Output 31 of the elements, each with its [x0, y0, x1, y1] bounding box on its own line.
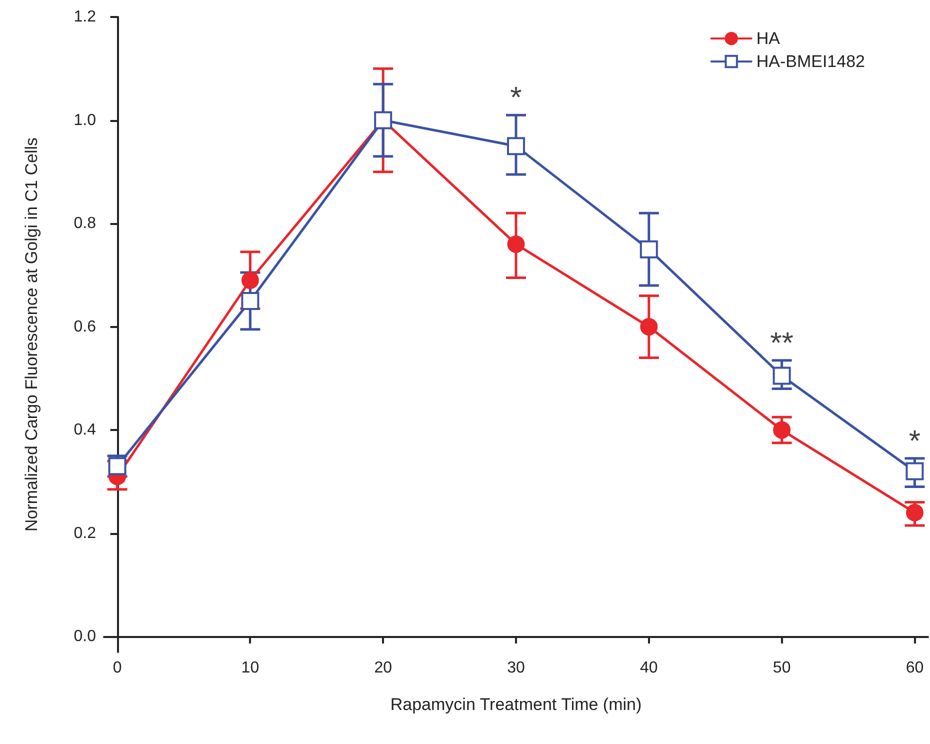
x-tick-label: 20 — [374, 660, 392, 676]
point — [640, 318, 658, 336]
y-tick-label: 0.8 — [74, 215, 96, 232]
x-tick-label: 50 — [772, 660, 791, 676]
legend-label: HA-BMEI1482 — [756, 52, 866, 71]
y-tick-label: 0.4 — [74, 422, 96, 439]
y-tick-label: 1.0 — [74, 112, 96, 129]
annotation: * — [908, 424, 921, 458]
legend-label: HA — [756, 29, 781, 48]
x-tick-label: 10 — [241, 660, 260, 676]
y-tick-label: 0.6 — [74, 318, 96, 336]
point — [906, 462, 924, 480]
annotation: ** — [770, 326, 794, 360]
point — [773, 421, 791, 439]
point — [241, 272, 259, 290]
x-axis-title: Rapamycin Treatment Time (min) — [390, 695, 642, 714]
x-tick-label: 30 — [507, 660, 525, 676]
point — [640, 240, 658, 258]
y-tick-label: 0.2 — [74, 524, 96, 542]
point — [772, 366, 791, 385]
point — [241, 292, 260, 310]
annotation: * — [510, 82, 522, 115]
y-axis-title: Normalized Cargo Fluorescence at Golgi in C1 Cells — [22, 138, 41, 532]
point — [507, 137, 525, 156]
y-tick-label: 1.2 — [74, 8, 96, 26]
x-tick-label: 0 — [112, 660, 122, 676]
y-tick-label: 0.0 — [74, 628, 96, 646]
x-tick-label: 60 — [906, 660, 924, 676]
point — [906, 504, 924, 522]
x-tick-label: 40 — [640, 660, 658, 676]
point — [507, 235, 525, 253]
